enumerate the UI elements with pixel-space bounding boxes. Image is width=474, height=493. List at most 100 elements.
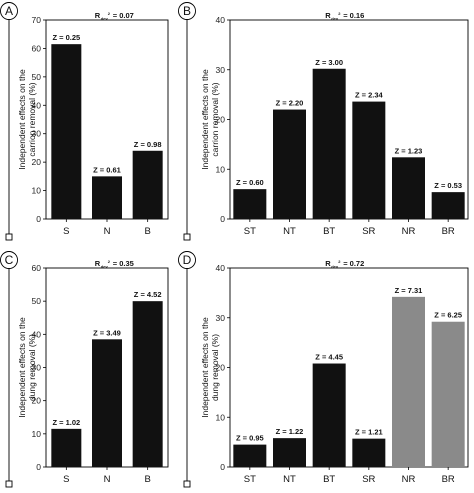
x-tick-label: ST — [244, 474, 256, 485]
bar-value-label: Z = 6.25 — [434, 311, 462, 320]
bar-value-label: Z = 7.31 — [395, 286, 423, 295]
y-tick-label: 30 — [32, 129, 42, 139]
bracket-right-top — [183, 20, 191, 241]
y-tick-label: 10 — [216, 412, 226, 422]
chart-panel-a: 0 10 20 30 40 50 60 70 Independent effects on th… — [17, 11, 169, 237]
bar-value-label: Z = 1.02 — [52, 418, 80, 427]
x-tick-label: BR — [442, 474, 455, 485]
y-tick-label: 20 — [32, 396, 42, 406]
y-tick-label: 30 — [216, 65, 226, 75]
x-tick-label: BT — [323, 474, 335, 485]
x-tick-label: NT — [283, 226, 296, 237]
r2-value: = 0.16 — [343, 11, 364, 20]
x-tick-label: SR — [362, 226, 375, 237]
panel-letter-b: B — [178, 2, 196, 20]
x-tick-label: S — [63, 474, 69, 485]
chart-panel-b: 0 10 20 30 40 Independent effects on the carri… — [200, 11, 469, 237]
panel-letter-c: C — [0, 251, 18, 269]
bar-value-label: Z = 0.95 — [236, 434, 264, 443]
x-tick-label: B — [144, 474, 150, 485]
bar-b — [132, 150, 163, 219]
y-tick-label: 0 — [220, 462, 225, 472]
bracket-left-top — [5, 20, 13, 241]
bracket-left-bottom — [5, 268, 13, 488]
bar-nt — [273, 109, 306, 219]
y-tick-label: 10 — [216, 164, 226, 174]
x-tick-label: BR — [442, 226, 455, 237]
r2-superscript: 2 — [338, 11, 341, 16]
r2-value: = 0.72 — [343, 259, 364, 268]
y-axis-label: dung removal (%) — [210, 334, 220, 401]
bar-bt — [312, 363, 346, 467]
y-tick-label: 30 — [216, 313, 226, 323]
y-tick-label: 20 — [216, 115, 226, 125]
y-tick-label: 40 — [32, 100, 42, 110]
bar-n — [92, 176, 122, 219]
bar-value-label: Z = 1.23 — [395, 146, 423, 155]
r2-value: = 0.07 — [113, 11, 134, 20]
r2-subscript: dev — [331, 264, 339, 269]
y-tick-label: 40 — [32, 329, 42, 339]
bar-st — [233, 189, 267, 219]
r2-value: = 0.35 — [113, 259, 134, 268]
bar-value-label: Z = 0.98 — [134, 140, 162, 149]
y-tick-label: 0 — [220, 214, 225, 224]
y-tick-label: 60 — [32, 43, 42, 53]
y-tick-label: 30 — [32, 363, 42, 373]
bar-st — [233, 444, 267, 467]
y-axis-label: carrion removal (%) — [210, 82, 220, 156]
y-axis-label: carrion removal (%) — [27, 82, 37, 156]
svg-text:A: A — [5, 4, 13, 18]
bar-value-label: Z = 2.34 — [355, 91, 384, 100]
x-tick-label: N — [104, 226, 111, 237]
y-axis-label: Independent effects on the — [17, 317, 27, 418]
bar-n — [92, 339, 122, 467]
y-tick-label: 70 — [32, 15, 42, 25]
y-axis-label: Independent effects on the — [200, 317, 210, 418]
bar-value-label: Z = 1.21 — [355, 428, 383, 437]
r2-subscript: dev — [101, 16, 109, 21]
bar-value-label: Z = 4.45 — [315, 353, 343, 362]
r2-superscript: 2 — [338, 259, 341, 264]
bar-bt — [312, 68, 346, 219]
r2-symbol: R — [95, 11, 101, 20]
bar-nr — [392, 296, 425, 467]
svg-text:B: B — [183, 4, 191, 18]
y-tick-label: 40 — [216, 263, 226, 273]
r2-symbol: R — [325, 259, 331, 268]
x-tick-label: B — [144, 226, 150, 237]
bar-value-label: Z = 3.00 — [315, 58, 343, 67]
r2-superscript: 2 — [108, 11, 111, 16]
y-axis-label: Independent effects on the — [200, 69, 210, 170]
y-axis-label: dung removal (%) — [27, 334, 37, 401]
y-tick-label: 60 — [32, 263, 42, 273]
x-tick-label: NT — [283, 474, 296, 485]
chart-panel-d: 0 10 20 30 40 Independent effects on the dung … — [200, 259, 469, 485]
r2-subscript: dev — [331, 16, 339, 21]
bar-s — [51, 44, 82, 219]
y-tick-label: 50 — [32, 296, 42, 306]
bar-value-label: Z = 3.49 — [93, 328, 121, 337]
bar-s — [51, 428, 82, 467]
x-tick-label: NR — [402, 474, 416, 485]
y-tick-label: 0 — [36, 462, 41, 472]
bar-sr — [352, 101, 386, 219]
r2-superscript: 2 — [108, 259, 111, 264]
x-tick-label: BT — [323, 226, 335, 237]
bracket-right-bottom — [183, 268, 191, 488]
y-tick-label: 0 — [36, 214, 41, 224]
r2-symbol: R — [95, 259, 101, 268]
y-axis-label: Independent effects on the — [17, 69, 27, 170]
y-tick-label: 40 — [216, 15, 226, 25]
panel-letter-d: D — [178, 251, 196, 269]
x-tick-label: SR — [362, 474, 375, 485]
bar-value-label: Z = 4.52 — [134, 290, 162, 299]
y-tick-label: 20 — [216, 363, 226, 373]
bar-value-label: Z = 0.25 — [52, 33, 80, 42]
bar-value-label: Z = 2.20 — [276, 99, 304, 108]
